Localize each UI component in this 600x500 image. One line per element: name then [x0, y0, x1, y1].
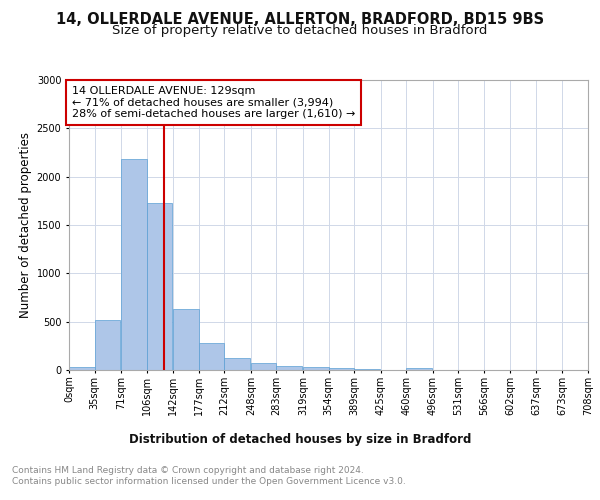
Bar — [251, 363, 277, 370]
Bar — [329, 368, 354, 370]
Y-axis label: Number of detached properties: Number of detached properties — [19, 132, 32, 318]
Bar — [303, 366, 329, 370]
Bar — [147, 203, 172, 370]
Bar — [95, 320, 121, 370]
Text: Distribution of detached houses by size in Bradford: Distribution of detached houses by size … — [129, 432, 471, 446]
Bar — [173, 308, 199, 370]
Text: 14 OLLERDALE AVENUE: 129sqm
← 71% of detached houses are smaller (3,994)
28% of : 14 OLLERDALE AVENUE: 129sqm ← 71% of det… — [71, 86, 355, 119]
Bar — [199, 343, 224, 370]
Bar — [69, 367, 95, 370]
Bar — [277, 366, 302, 370]
Bar — [224, 358, 250, 370]
Text: Contains public sector information licensed under the Open Government Licence v3: Contains public sector information licen… — [12, 478, 406, 486]
Bar — [354, 369, 380, 370]
Text: Contains HM Land Registry data © Crown copyright and database right 2024.: Contains HM Land Registry data © Crown c… — [12, 466, 364, 475]
Text: 14, OLLERDALE AVENUE, ALLERTON, BRADFORD, BD15 9BS: 14, OLLERDALE AVENUE, ALLERTON, BRADFORD… — [56, 12, 544, 28]
Text: Size of property relative to detached houses in Bradford: Size of property relative to detached ho… — [112, 24, 488, 37]
Bar — [406, 368, 432, 370]
Bar — [121, 159, 147, 370]
